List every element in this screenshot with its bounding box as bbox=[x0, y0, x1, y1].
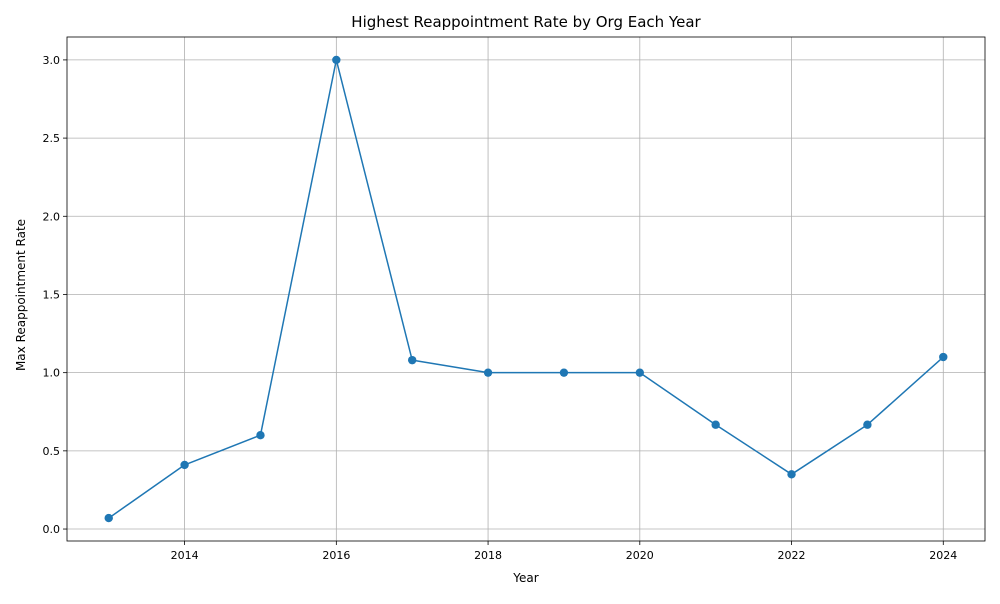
y-axis-ticks: 0.0 0.5 1.0 1.5 2.0 2.5 3.0 bbox=[43, 54, 67, 536]
x-tick-label: 2024 bbox=[929, 549, 957, 562]
x-tick-label: 2020 bbox=[626, 549, 654, 562]
y-tick-label: 2.5 bbox=[43, 132, 61, 145]
x-tick-label: 2016 bbox=[322, 549, 350, 562]
x-tick-label: 2014 bbox=[171, 549, 199, 562]
y-tick-label: 0.5 bbox=[43, 445, 61, 458]
data-point bbox=[483, 368, 493, 377]
series-layer bbox=[104, 55, 948, 523]
series-line bbox=[108, 59, 944, 519]
data-point bbox=[787, 470, 796, 479]
chart-title: Highest Reappointment Rate by Org Each Y… bbox=[351, 13, 701, 31]
y-tick-label: 1.5 bbox=[43, 288, 61, 301]
data-point bbox=[559, 368, 569, 377]
data-point bbox=[939, 352, 948, 362]
x-axis-ticks: 2014 2016 2018 2020 2022 2024 bbox=[171, 541, 957, 562]
y-tick-label: 3.0 bbox=[43, 54, 61, 67]
data-point bbox=[180, 460, 189, 470]
data-point bbox=[635, 368, 645, 377]
x-tick-label: 2022 bbox=[778, 549, 806, 562]
plot-area-border bbox=[66, 36, 986, 542]
data-point bbox=[711, 420, 720, 429]
y-tick-label: 2.0 bbox=[43, 210, 61, 223]
axes-frame bbox=[66, 36, 986, 542]
y-axis-label: Max Reappointment Rate bbox=[14, 219, 28, 371]
data-point bbox=[256, 431, 265, 440]
y-tick-label: 0.0 bbox=[43, 523, 61, 536]
data-point bbox=[104, 513, 113, 523]
data-point bbox=[407, 355, 417, 365]
data-point bbox=[863, 420, 872, 429]
y-tick-label: 1.0 bbox=[43, 367, 61, 380]
x-tick-label: 2018 bbox=[474, 549, 502, 562]
data-point bbox=[332, 55, 341, 65]
x-axis-label: Year bbox=[512, 571, 538, 585]
